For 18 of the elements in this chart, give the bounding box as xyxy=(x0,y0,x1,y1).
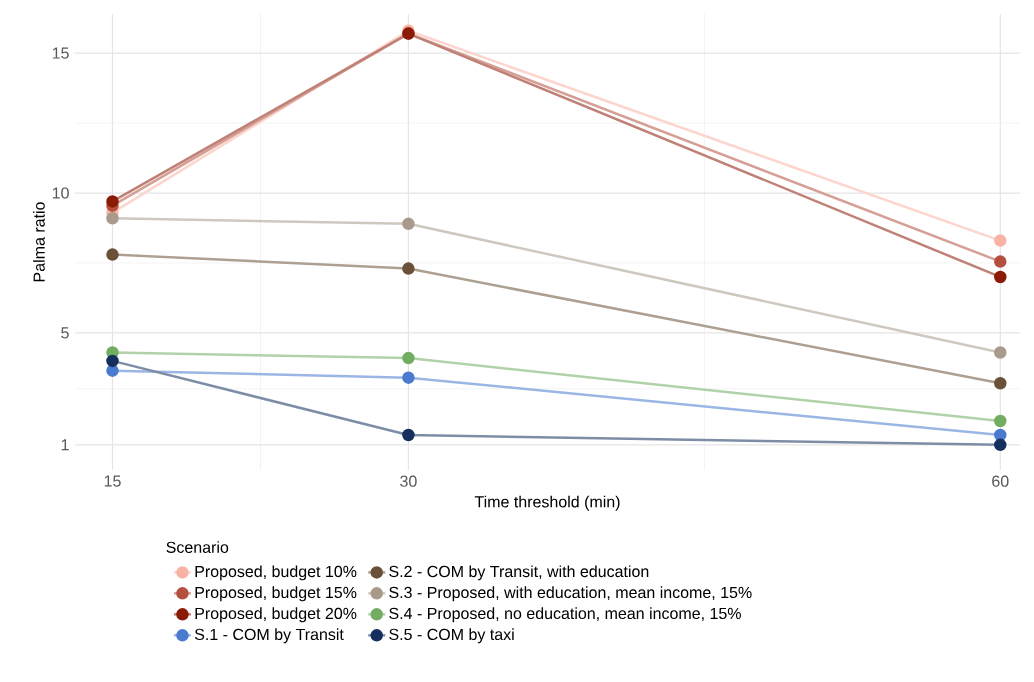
y-tick-label: 15 xyxy=(52,47,69,59)
x-tick-label: 30 xyxy=(400,475,417,487)
legend-label: S.3 - Proposed, with education, mean income, 15% xyxy=(389,586,752,602)
y-tick-label: 1 xyxy=(61,439,69,451)
legend-label: Proposed, budget 20% xyxy=(195,607,357,623)
y-axis-title: Palma ratio xyxy=(33,202,45,282)
legend-label: S.2 - COM by Transit, with education xyxy=(389,565,649,581)
legend-title: Scenario xyxy=(166,541,229,553)
legend-label: S.5 - COM by taxi xyxy=(389,628,514,644)
legend-label: Proposed, budget 10% xyxy=(195,565,357,581)
x-axis-title: Time threshold (min) xyxy=(474,495,620,511)
x-tick-label: 60 xyxy=(992,475,1009,487)
x-tick-label: 15 xyxy=(104,475,121,487)
legend-label: Proposed, budget 15% xyxy=(195,586,357,602)
legend-label: S.4 - Proposed, no education, mean income, 15% xyxy=(389,607,741,623)
y-tick-label: 10 xyxy=(52,187,69,199)
legend-label: S.1 - COM by Transit xyxy=(194,628,344,644)
y-tick-label: 5 xyxy=(61,327,69,339)
